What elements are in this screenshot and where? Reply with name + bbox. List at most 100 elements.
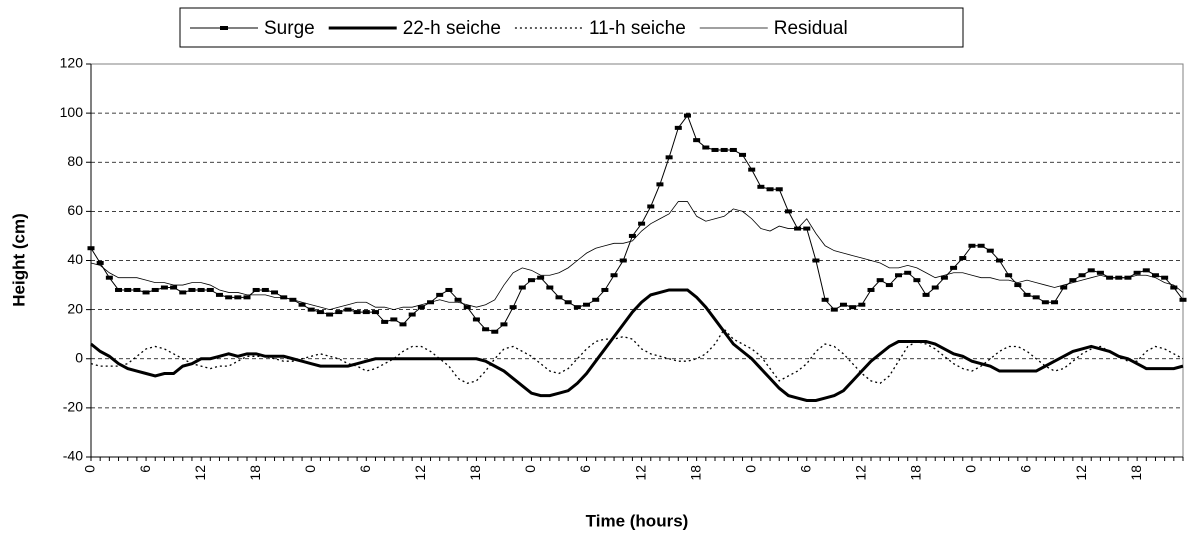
marker — [179, 290, 187, 295]
marker — [1151, 273, 1159, 278]
marker — [454, 297, 462, 302]
marker — [564, 300, 572, 305]
marker — [1023, 292, 1031, 297]
marker — [702, 145, 710, 150]
x-tick-label: 18 — [247, 465, 263, 481]
marker — [683, 113, 691, 118]
x-tick-label: 0 — [522, 465, 538, 473]
legend-label: 22-h seiche — [403, 18, 501, 39]
x-tick-label: 0 — [82, 465, 98, 473]
marker — [1142, 268, 1150, 273]
marker — [885, 283, 893, 288]
marker — [1087, 268, 1095, 273]
marker — [1014, 283, 1022, 288]
marker — [693, 138, 701, 143]
x-tick-label: 6 — [1018, 465, 1034, 473]
marker — [720, 147, 728, 152]
marker — [950, 265, 958, 270]
marker — [344, 307, 352, 312]
marker — [518, 285, 526, 290]
y-tick-label: 80 — [67, 153, 83, 169]
marker — [995, 258, 1003, 263]
marker — [1005, 273, 1013, 278]
marker — [335, 310, 343, 315]
marker — [1032, 295, 1040, 300]
x-tick-label: 0 — [963, 465, 979, 473]
marker — [766, 187, 774, 192]
marker — [812, 258, 820, 263]
marker — [445, 287, 453, 292]
marker — [527, 278, 535, 283]
marker — [656, 182, 664, 187]
x-axis-title: Time (hours) — [586, 511, 689, 530]
marker — [1161, 275, 1169, 280]
marker — [307, 307, 315, 312]
marker — [271, 290, 279, 295]
marker — [968, 243, 976, 248]
y-tick-label: 60 — [67, 202, 83, 218]
marker — [729, 147, 737, 152]
marker — [583, 302, 591, 307]
marker — [381, 319, 389, 324]
y-tick-label: 100 — [60, 104, 84, 120]
y-axis-title: Height (cm) — [9, 213, 28, 307]
marker — [326, 312, 334, 317]
marker — [1051, 300, 1059, 305]
marker — [188, 287, 196, 292]
marker — [362, 310, 370, 315]
marker — [931, 285, 939, 290]
x-tick-label: 6 — [357, 465, 373, 473]
series-line — [90, 328, 1184, 385]
x-tick-label: 18 — [908, 465, 924, 481]
marker — [316, 310, 324, 315]
marker — [940, 275, 948, 280]
marker — [830, 307, 838, 312]
marker — [849, 305, 857, 310]
marker — [215, 292, 223, 297]
marker — [408, 312, 416, 317]
x-tick-label: 6 — [797, 465, 813, 473]
marker — [876, 278, 884, 283]
marker — [546, 285, 554, 290]
marker — [151, 287, 159, 292]
marker — [1096, 270, 1104, 275]
marker — [757, 184, 765, 189]
marker — [977, 243, 985, 248]
marker — [647, 204, 655, 209]
marker — [665, 155, 673, 160]
legend-label: Surge — [264, 18, 315, 39]
legend-box — [179, 7, 964, 48]
marker — [1069, 278, 1077, 283]
marker — [839, 302, 847, 307]
marker — [500, 322, 508, 327]
marker — [638, 221, 646, 226]
marker — [986, 248, 994, 253]
marker — [895, 273, 903, 278]
marker — [142, 290, 150, 295]
marker — [573, 305, 581, 310]
marker — [674, 125, 682, 130]
marker — [482, 327, 490, 332]
marker — [821, 297, 829, 302]
legend-marker — [220, 26, 228, 30]
marker — [922, 292, 930, 297]
marker — [628, 233, 636, 238]
x-tick-label: 12 — [1073, 465, 1089, 481]
marker — [170, 285, 178, 290]
y-tick-label: 0 — [75, 349, 83, 365]
x-tick-label: 18 — [1128, 465, 1144, 481]
marker — [959, 256, 967, 261]
marker — [748, 167, 756, 172]
marker — [96, 260, 104, 265]
marker — [417, 305, 425, 310]
x-tick-label: 12 — [853, 465, 869, 481]
y-tick-label: 120 — [60, 55, 84, 71]
x-tick-label: 6 — [577, 465, 593, 473]
marker — [399, 322, 407, 327]
marker — [601, 287, 609, 292]
x-tick-label: 0 — [742, 465, 758, 473]
legend-label: 11-h seiche — [589, 18, 686, 39]
marker — [775, 187, 783, 192]
marker — [160, 285, 168, 290]
